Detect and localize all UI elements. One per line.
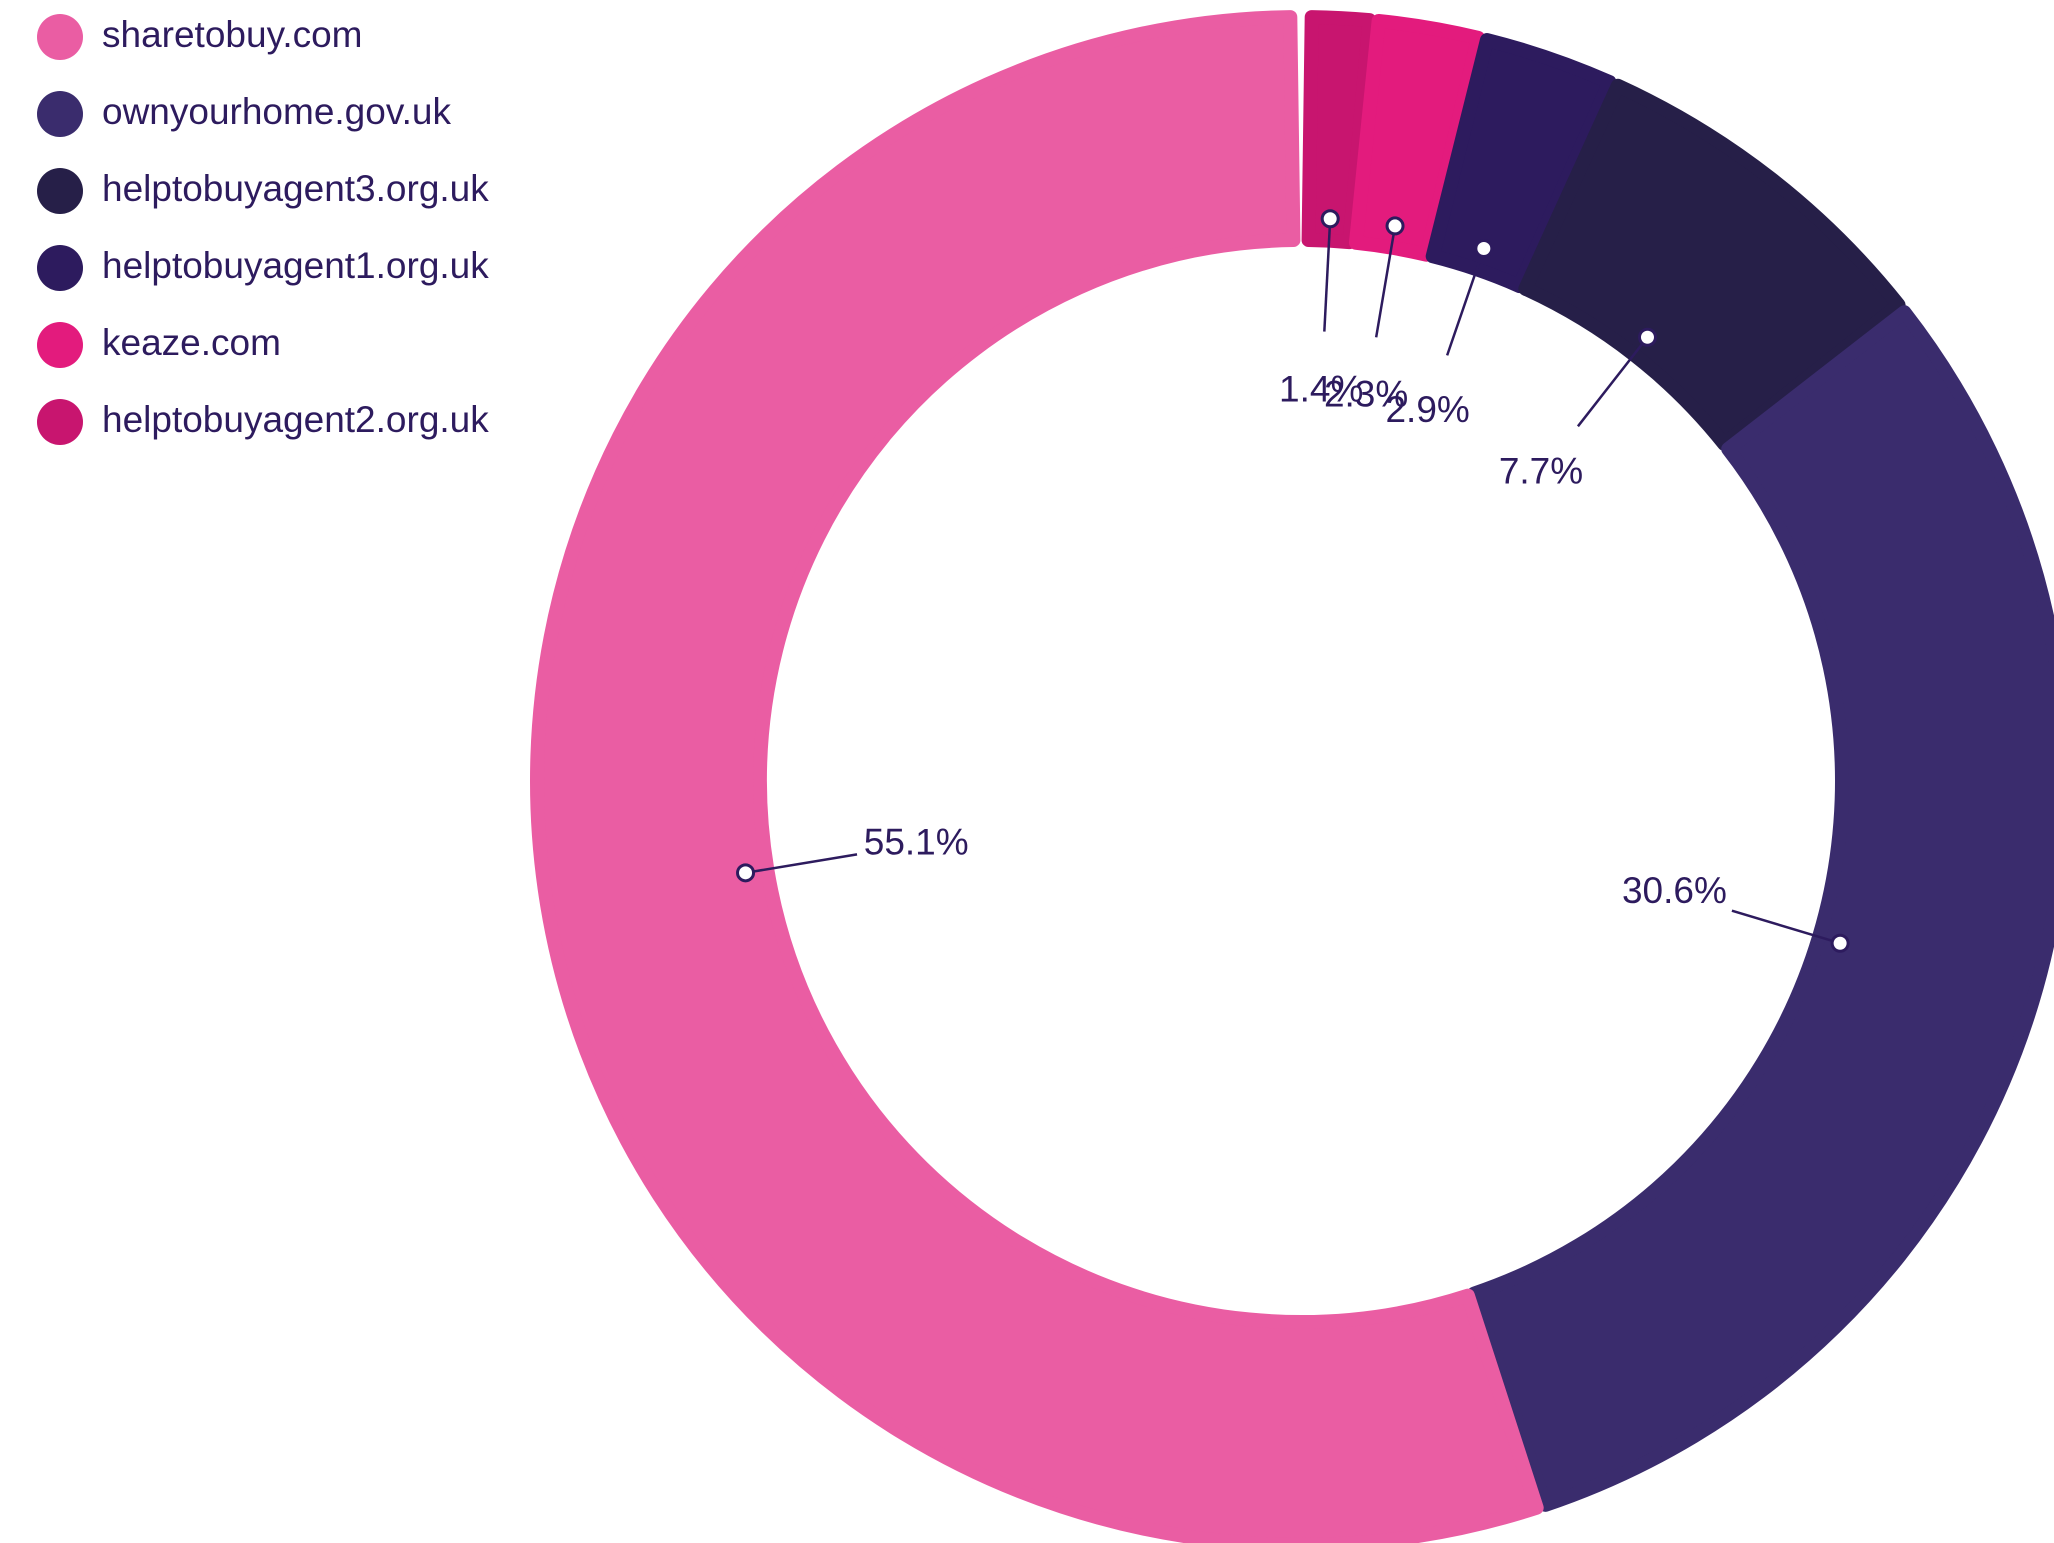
- legend-swatch: [37, 168, 83, 214]
- label-dot: [736, 863, 756, 883]
- legend-label: ownyourhome.gov.uk: [102, 91, 451, 132]
- legend-label: helptobuyagent2.org.uk: [102, 399, 489, 440]
- legend-label: helptobuyagent1.org.uk: [102, 245, 489, 286]
- leader-line: [1445, 248, 1486, 356]
- data-label: 2.9%: [1385, 389, 1469, 430]
- legend-swatch: [37, 14, 83, 60]
- legend-swatch: [37, 91, 83, 137]
- data-label: 7.7%: [1499, 450, 1583, 491]
- leader-line: [1323, 218, 1332, 332]
- leader-line: [1731, 909, 1841, 945]
- data-label: 2.3%: [1324, 373, 1408, 414]
- donut-segment: [1518, 78, 1906, 451]
- data-label: 30.6%: [1622, 870, 1727, 911]
- donut-segment: [1467, 305, 2054, 1512]
- leader-line: [1374, 225, 1397, 338]
- donut-segment: [1425, 32, 1617, 294]
- donut-segment: [1348, 13, 1486, 262]
- label-dot: [1385, 216, 1405, 236]
- legend-swatch: [37, 245, 83, 291]
- legend-label: helptobuyagent3.org.uk: [102, 168, 489, 209]
- label-dot: [1474, 239, 1494, 259]
- label-dot: [1637, 327, 1657, 347]
- legend-label: keaze.com: [102, 322, 281, 363]
- legend-label: sharetobuy.com: [102, 14, 363, 55]
- legend-swatch: [37, 399, 83, 445]
- data-label: 1.4%: [1279, 368, 1363, 409]
- label-dot: [1320, 209, 1340, 229]
- donut-segment: [529, 10, 1544, 1543]
- data-label: 55.1%: [864, 821, 969, 862]
- leader-line: [1576, 336, 1649, 428]
- legend-swatch: [37, 322, 83, 368]
- leader-line: [745, 853, 858, 875]
- label-dot: [1830, 933, 1850, 953]
